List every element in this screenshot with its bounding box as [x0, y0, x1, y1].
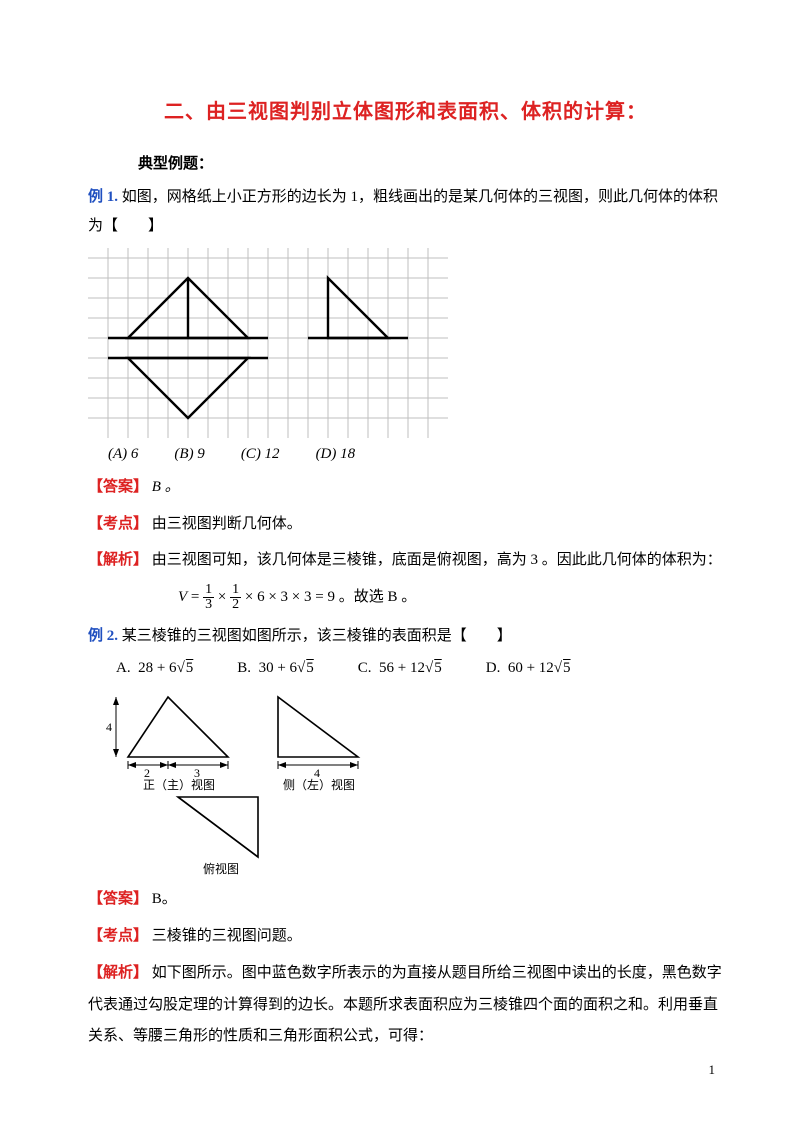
answer-label: 【答案】 [88, 891, 148, 907]
front-caption: 正（主）视图 [143, 777, 215, 792]
ex2-stem-line: 例 2. 某三棱锥的三视图如图所示，该三棱锥的表面积是【 】 [88, 622, 723, 651]
frac-num: 1 [203, 583, 214, 598]
ex1-options: (A) 6 (B) 9 (C) 12 (D) 18 [108, 446, 723, 463]
ex1-label: 例 1. [88, 189, 118, 205]
opt-d-text: 60 + 12 [508, 660, 554, 676]
ex1-option-b: (B) 9 [174, 446, 204, 463]
frac-2: 1 2 [230, 583, 241, 612]
ex1-answer-line: 【答案】 B 。 [88, 473, 723, 502]
ex1-kaodian-line: 【考点】 由三视图判断几何体。 [88, 510, 723, 539]
opt-b-label: B. [237, 660, 251, 676]
page-title: 二、由三视图判别立体图形和表面积、体积的计算： [88, 95, 723, 124]
frac-num: 1 [230, 583, 241, 598]
frac-den: 3 [203, 598, 214, 612]
ex2-jiexi-line: 【解析】 如下图所示。图中蓝色数字所表示的为直接从题目所给三视图中读出的长度，黑… [88, 958, 723, 1053]
formula-lhs: V [178, 588, 187, 604]
ex2-option-d: D. 60 + 12√5 [486, 660, 571, 677]
top-caption: 俯视图 [203, 861, 239, 876]
page-number: 1 [709, 1062, 716, 1078]
ex2-label: 例 2. [88, 628, 118, 644]
ex2-kaodian-line: 【考点】 三棱锥的三视图问题。 [88, 922, 723, 951]
ex2-answer: B。 [152, 891, 177, 907]
ex1-figure [88, 248, 723, 438]
opt-d-root: 5 [562, 660, 571, 676]
ex1-option-c: (C) 12 [241, 446, 280, 463]
opt-a-label: A. [116, 660, 131, 676]
ex2-kaodian: 三棱锥的三视图问题。 [152, 928, 302, 944]
ex2-options: A. 28 + 6√5 B. 30 + 6√5 C. 56 + 12√5 D. … [116, 660, 723, 677]
ex1-stem-line: 例 1. 如图，网格纸上小正方形的边长为 1，粗线画出的是某几何体的三视图，则此… [88, 183, 723, 240]
opt-c-label: C. [358, 660, 372, 676]
opt-a-text: 28 + 6 [138, 660, 176, 676]
jiexi-label: 【解析】 [88, 552, 148, 568]
ex1-formula: V = 1 3 × 1 2 × 6 × 3 × 3 = 9 。故选 B 。 [178, 583, 723, 612]
opt-d-label: D. [486, 660, 501, 676]
ex1-stem: 如图，网格纸上小正方形的边长为 1，粗线画出的是某几何体的三视图，则此几何体的体… [88, 189, 718, 234]
ex2-option-b: B. 30 + 6√5 [237, 660, 313, 677]
frac-1: 1 3 [203, 583, 214, 612]
side-caption: 侧（左）视图 [283, 777, 355, 792]
ex2-figure: 4 2 3 4 正（主）视图 侧（左）视图 俯视图 [88, 687, 723, 877]
opt-a-root: 5 [185, 660, 194, 676]
ex2-option-c: C. 56 + 12√5 [358, 660, 442, 677]
ex1-option-a: (A) 6 [108, 446, 138, 463]
ex1-kaodian: 由三视图判断几何体。 [152, 516, 302, 532]
opt-b-text: 30 + 6 [259, 660, 297, 676]
frac-den: 2 [230, 598, 241, 612]
ex2-option-a: A. 28 + 6√5 [116, 660, 193, 677]
ex2-jiexi: 如下图所示。图中蓝色数字所表示的为直接从题目所给三视图中读出的长度，黑色数字代表… [88, 965, 722, 1044]
formula-post: 。故选 B 。 [339, 588, 417, 604]
ex1-jiexi-line: 【解析】 由三视图可知，该几何体是三棱锥，底面是俯视图，高为 3 。因此此几何体… [88, 546, 723, 575]
ex1-jiexi: 由三视图可知，该几何体是三棱锥，底面是俯视图，高为 3 。因此此几何体的体积为： [152, 552, 722, 568]
ex2-stem: 某三棱锥的三视图如图所示，该三棱锥的表面积是【 】 [122, 628, 512, 644]
ex1-option-d: (D) 18 [316, 446, 356, 463]
dim-h: 4 [106, 720, 112, 734]
ex1-answer: B 。 [152, 479, 180, 495]
kaodian-label: 【考点】 [88, 928, 148, 944]
jiexi-label: 【解析】 [88, 965, 148, 981]
kaodian-label: 【考点】 [88, 516, 148, 532]
answer-label: 【答案】 [88, 479, 148, 495]
opt-b-root: 5 [305, 660, 314, 676]
formula-tail: × 6 × 3 × 3 = 9 [245, 588, 335, 604]
section-head: 典型例题： [138, 152, 723, 173]
ex2-answer-line: 【答案】 B。 [88, 885, 723, 914]
opt-c-root: 5 [433, 660, 442, 676]
opt-c-text: 56 + 12 [379, 660, 425, 676]
